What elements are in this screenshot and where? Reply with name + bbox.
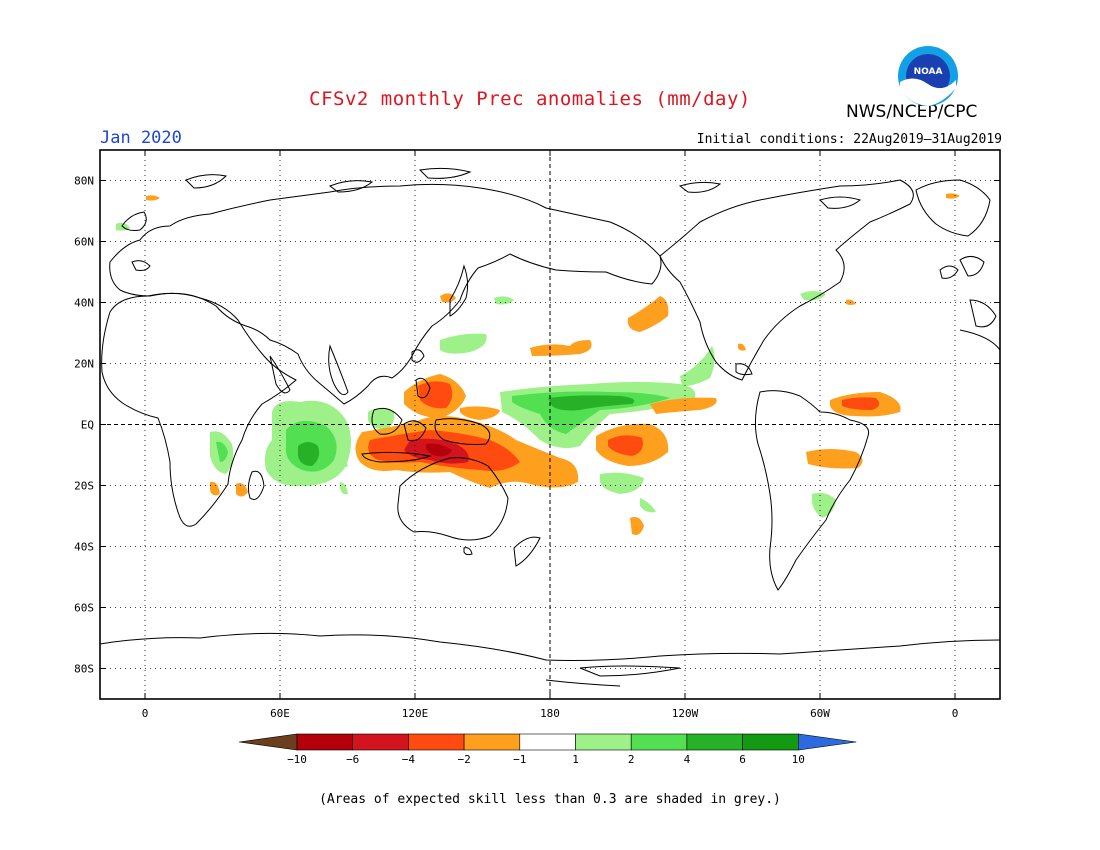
lon-tick-label: 60W xyxy=(810,707,830,720)
legend-label: −10 xyxy=(287,753,307,766)
legend-swatch xyxy=(630,733,688,751)
lon-tick-label: 180 xyxy=(540,707,560,720)
legend-swatch xyxy=(296,733,354,751)
legend-label: −2 xyxy=(457,753,470,766)
svg-text:NOAA: NOAA xyxy=(914,67,943,77)
lat-tick-label: 60N xyxy=(74,236,94,249)
map-title: CFSv2 monthly Prec anomalies (mm/day) xyxy=(309,88,751,110)
lon-tick-label: 120E xyxy=(402,707,429,720)
legend-swatch xyxy=(797,733,857,751)
lon-tick-label: 0 xyxy=(952,707,959,720)
noaa-logo-icon: NOAA xyxy=(898,46,958,106)
legend-swatch xyxy=(575,733,632,751)
legend-swatch xyxy=(742,733,799,751)
lat-tick-label: EQ xyxy=(81,419,94,432)
lon-tick-label: 60E xyxy=(270,707,290,720)
color-legend: −10 −6 −4 −2 −1 1 2 4 6 10 xyxy=(238,733,857,766)
anomaly-shading xyxy=(116,193,960,535)
coast-north-america xyxy=(659,179,914,381)
lon-tick-label: 120W xyxy=(672,707,699,720)
lat-tick-label: 60S xyxy=(74,602,94,615)
lat-tick-label: 80S xyxy=(74,663,94,676)
lat-tick-label: 40S xyxy=(74,541,94,554)
legend-swatch xyxy=(238,733,298,751)
axis-labels: 80N 60N 40N 20N EQ 20S 40S 60S 80S 0 60E 120E 180 120… xyxy=(74,150,1000,720)
anomaly-dry-brazil xyxy=(806,449,863,469)
anomaly-dry-north-pacific-east xyxy=(627,296,669,332)
coastlines xyxy=(99,167,1001,687)
legend-swatch xyxy=(352,733,409,751)
lat-tick-label: 20S xyxy=(74,480,94,493)
anomaly-wet-north-pacific xyxy=(440,333,487,354)
map-grid xyxy=(100,150,1000,699)
legend-swatch xyxy=(408,733,465,751)
forecast-month: Jan 2020 xyxy=(100,128,182,148)
lon-tick-label: 0 xyxy=(142,707,149,720)
lat-tick-label: 80N xyxy=(74,175,94,188)
legend-label: −1 xyxy=(513,753,526,766)
lat-tick-label: 20N xyxy=(74,358,94,371)
legend-swatch xyxy=(519,733,576,751)
coast-eurasia xyxy=(109,183,662,405)
coast-africa xyxy=(101,292,297,527)
agency-label: NWS/NCEP/CPC xyxy=(846,102,978,122)
lat-tick-label: 40N xyxy=(74,297,94,310)
legend-label: 2 xyxy=(628,753,635,766)
legend-label: −4 xyxy=(402,753,416,766)
legend-label: 4 xyxy=(684,753,691,766)
anomaly-wet-south-pacific xyxy=(600,472,644,494)
legend-label: 10 xyxy=(792,753,805,766)
legend-label: 6 xyxy=(739,753,746,766)
legend-label: 1 xyxy=(572,753,579,766)
skill-footnote: (Areas of expected skill less than 0.3 a… xyxy=(319,792,781,807)
coast-antarctica xyxy=(99,632,1001,661)
legend-swatch xyxy=(463,733,521,751)
legend-swatch xyxy=(686,733,743,751)
initial-conditions: Initial conditions: 22Aug2019–31Aug2019 xyxy=(696,132,1002,147)
coast-australia xyxy=(397,457,509,541)
legend-label: −6 xyxy=(346,753,359,766)
